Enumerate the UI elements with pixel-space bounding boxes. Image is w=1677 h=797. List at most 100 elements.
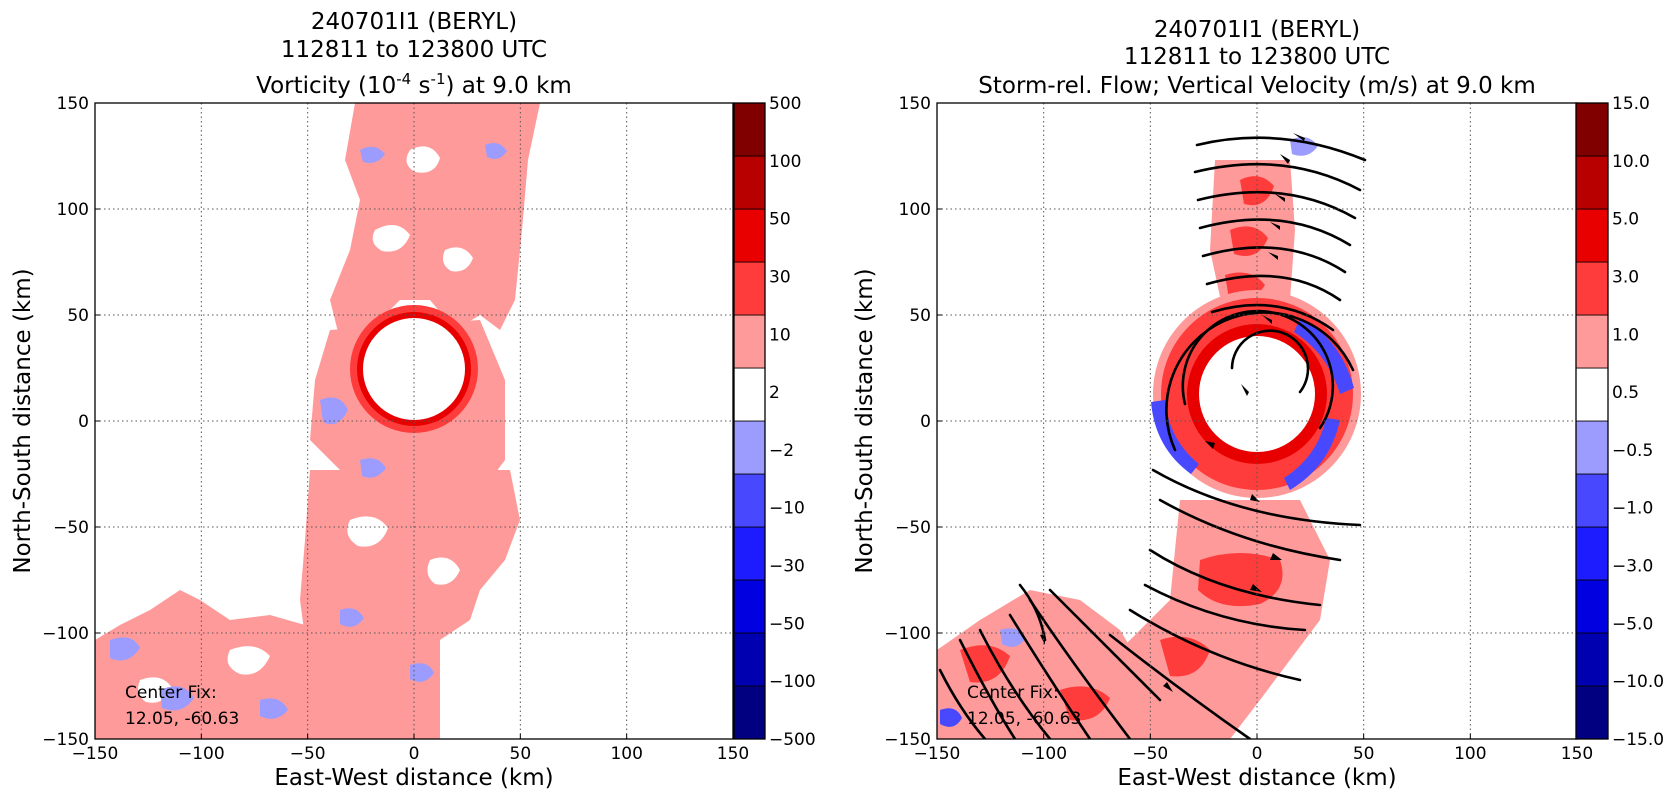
x-tick-label: −50: [1132, 744, 1168, 764]
neg-patch-2: [485, 143, 507, 159]
streamline: [1205, 274, 1342, 302]
streamline-arrow: [1280, 154, 1290, 164]
colorbar-label: 3.0: [1612, 267, 1639, 287]
y-tick-label: 0: [78, 412, 89, 432]
neg-patch-5: [110, 637, 140, 661]
streamline-arrow: [1163, 682, 1173, 692]
y-tick-label: 100: [899, 200, 931, 220]
colorbar-swatch: [1575, 314, 1609, 369]
vorticity-y-axis-label: North-South distance (km): [10, 268, 36, 573]
colorbar-label: 0.5: [1612, 383, 1639, 403]
vorticity-colorbar: −500 −100 −50 −30 −10 −2 2 10 30 50 100 500: [733, 94, 816, 750]
vorticity-x-ticks: −150 −100 −50 0 50 100 150: [72, 744, 750, 764]
vorticity-title-line-2: 112811 to 123800 UTC: [281, 37, 547, 63]
downdraft-arc-se: [1284, 418, 1340, 490]
neg-patch-6: [160, 686, 194, 711]
streamline-arrow: [1262, 315, 1272, 324]
colorbar-swatch: [733, 155, 766, 210]
colorbar-label: −1.0: [1612, 499, 1653, 519]
neg-patch-9: [340, 608, 364, 627]
colorbar-swatch: [1575, 155, 1609, 210]
vorticity-center-fix-label: Center Fix:: [125, 683, 217, 703]
streamline: [1143, 583, 1307, 632]
velocity-field: [937, 137, 1361, 739]
velocity-title-line-1: 240701I1 (BERYL): [1154, 17, 1360, 43]
y-tick-label: 100: [57, 200, 89, 220]
streamline: [1158, 498, 1342, 562]
y-tick-label: −50: [53, 518, 89, 538]
colorbar-label: −30: [769, 557, 805, 577]
colorbar-label: −100: [769, 672, 816, 692]
streamline: [1210, 303, 1335, 332]
downdraft-arc-w: [1151, 400, 1199, 474]
streamline: [1008, 613, 1092, 739]
neg-patch-7: [260, 698, 288, 719]
colorbar-label: 500: [769, 94, 801, 114]
colorbar-label: −2: [769, 441, 794, 461]
x-tick-label: 150: [717, 744, 749, 764]
colorbar-label: −15.0: [1612, 730, 1664, 750]
colorbar-swatch: [733, 579, 766, 634]
colorbar-swatch: [1575, 102, 1609, 157]
streamline: [1195, 136, 1367, 162]
colorbar-swatch: [733, 102, 766, 157]
velocity-title-line-3: Storm-rel. Flow; Vertical Velocity (m/s)…: [978, 73, 1536, 99]
gap-2: [372, 225, 410, 252]
vorticity-center-fix-value: 12.05, -60.63: [125, 709, 239, 729]
downdraft-arc-ne: [1294, 318, 1354, 394]
neg-patch-3: [320, 397, 348, 425]
colorbar-label: −50: [769, 614, 805, 634]
velocity-neg-patch-3: [940, 708, 962, 727]
y-tick-label: 150: [57, 94, 89, 114]
colorbar-label: 30: [769, 267, 791, 287]
velocity-red-band-4: [1198, 553, 1283, 607]
colorbar-swatch: [733, 420, 766, 475]
streamline-arrow: [1293, 133, 1305, 141]
colorbar-label: 50: [769, 210, 791, 230]
colorbar-label: −3.0: [1612, 557, 1653, 577]
velocity-y-axis-label: North-South distance (km): [852, 268, 878, 573]
colorbar-label: −10.0: [1612, 672, 1664, 692]
x-tick-label: 0: [409, 744, 420, 764]
vorticity-field: [95, 103, 540, 739]
colorbar-label: 5.0: [1612, 210, 1639, 230]
colorbar-swatch: [1575, 261, 1609, 316]
colorbar-swatch: [733, 685, 766, 740]
colorbar-label: 2: [769, 383, 780, 403]
velocity-title-line-2: 112811 to 123800 UTC: [1124, 44, 1390, 70]
colorbar-swatch: [733, 367, 766, 422]
streamline-arrow: [1205, 441, 1215, 449]
colorbar-swatch: [1575, 579, 1609, 634]
streamline-arrow: [1270, 222, 1280, 230]
colorbar-swatch: [733, 261, 766, 316]
velocity-center-fix-value: 12.05, -60.63: [967, 709, 1081, 729]
vorticity-y-ticks: −150 −100 −50 0 50 100 150: [42, 94, 89, 750]
colorbar-swatch: [733, 208, 766, 263]
x-tick-label: 100: [1454, 744, 1486, 764]
streamline-arrow: [1241, 384, 1249, 396]
velocity-x-ticks: −150 −100 −50 0 50 100 150: [914, 744, 1594, 764]
streamline: [1151, 468, 1362, 527]
gap-4: [347, 516, 388, 547]
y-tick-label: 150: [899, 94, 931, 114]
x-tick-label: −150: [72, 744, 119, 764]
streamline-arrow: [1040, 634, 1045, 645]
colorbar-swatch: [733, 314, 766, 369]
gap-1: [406, 146, 440, 173]
vorticity-band-north: [330, 103, 540, 340]
neg-patch-1: [360, 146, 385, 163]
colorbar-label: 1.0: [1612, 325, 1639, 345]
streamline: [1128, 608, 1302, 682]
vorticity-panel: 240701I1 (BERYL) 112811 to 123800 UTC Vo…: [10, 9, 816, 791]
colorbar-swatch: [1575, 632, 1609, 687]
streamline-arrow: [1275, 194, 1285, 202]
colorbar-label: 10: [769, 325, 791, 345]
y-tick-label: −150: [42, 730, 89, 750]
velocity-eye: [1199, 336, 1315, 452]
y-tick-label: −50: [895, 518, 931, 538]
colorbar-swatch: [1575, 473, 1609, 528]
neg-patch-8: [410, 663, 434, 682]
velocity-colorbar: −15.0 −10.0 −5.0 −3.0 −1.0 −0.5 0.5 1.0 3.0 5.0 10…: [1575, 94, 1664, 750]
x-tick-label: 50: [510, 744, 532, 764]
